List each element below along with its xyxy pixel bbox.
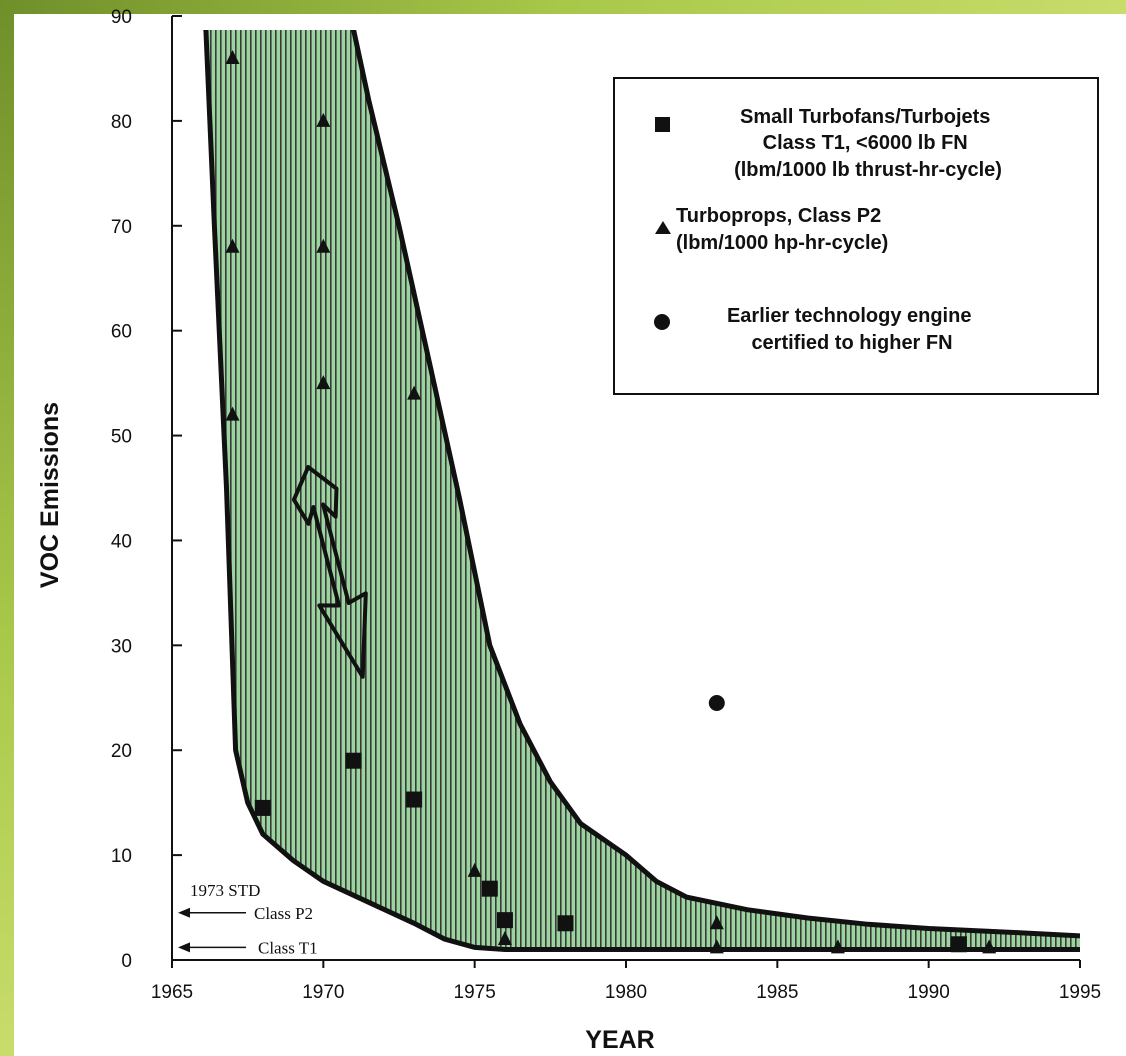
legend-earlier-line2: certified to higher FN — [751, 332, 952, 354]
upper-envelope-line — [351, 30, 1080, 939]
slide-border-top — [0, 0, 1126, 14]
triangle-point — [316, 375, 331, 390]
x-tick-label: 1990 — [908, 982, 950, 1003]
square-point — [496, 912, 513, 929]
triangle-point — [316, 238, 331, 253]
y-tick-label: 30 — [111, 636, 132, 657]
y-tick-label: 50 — [111, 427, 132, 448]
square-point — [406, 791, 423, 808]
legend-entry-turboprops: Turboprops, Class P2 (lbm/1000 hp-hr-cyc… — [676, 205, 888, 254]
triangle-point — [225, 49, 240, 64]
legend-turboprops-line2: (lbm/1000 hp-hr-cycle) — [676, 232, 888, 254]
legend-entry-earlier-technology: Earlier technology engine certified to h… — [727, 305, 977, 354]
triangle-point — [407, 385, 422, 400]
legend-circle-marker — [654, 314, 670, 330]
y-tick-label: 40 — [111, 531, 132, 552]
x-tick-label: 1980 — [605, 982, 647, 1003]
legend-turbofans-line1: Small Turbofans/Turbojets — [740, 106, 990, 128]
triangle-point — [830, 939, 845, 954]
legend-earlier-line1: Earlier technology engine — [727, 305, 972, 327]
std-label-class-t1: Class T1 — [258, 938, 318, 957]
y-tick-label: 70 — [111, 217, 132, 238]
triangle-point — [497, 931, 512, 946]
triangle-point — [982, 939, 997, 954]
square-point — [950, 936, 967, 953]
square-point — [254, 799, 271, 816]
y-axis-title: VOC Emissions — [36, 402, 64, 588]
lower-envelope-line — [203, 30, 1080, 952]
triangle-point — [467, 862, 482, 877]
trend-arrow — [291, 465, 368, 679]
x-tick-label: 1970 — [302, 982, 344, 1003]
slide-border-left — [0, 0, 14, 1056]
triangle-point — [225, 406, 240, 421]
triangle-point — [709, 939, 724, 954]
legend: Small Turbofans/Turbojets Class T1, <600… — [613, 77, 1099, 395]
envelope-band — [203, 30, 1080, 952]
std-label-1973: 1973 STD — [190, 881, 260, 900]
data-points — [225, 49, 997, 954]
legend-entry-turbofans: Small Turbofans/Turbojets Class T1, <600… — [734, 106, 1002, 181]
std-arrow-head — [178, 907, 190, 918]
square-point — [481, 880, 498, 897]
triangle-point — [709, 915, 724, 930]
x-axis-title: YEAR — [585, 1026, 654, 1054]
std-arrow-head — [178, 942, 190, 953]
band-fill — [205, 30, 1080, 950]
legend-box — [613, 77, 1099, 395]
trend-arrow-shape — [291, 465, 368, 679]
triangle-point — [316, 112, 331, 127]
x-tick-label: 1965 — [151, 982, 193, 1003]
circle-point — [708, 695, 725, 712]
square-point — [345, 752, 362, 769]
y-tick-label: 0 — [121, 951, 132, 972]
y-tick-label: 80 — [111, 112, 132, 133]
legend-turbofans-line3: (lbm/1000 lb thrust-hr-cycle) — [734, 159, 1002, 181]
y-tick-label: 60 — [111, 322, 132, 343]
triangle-point — [225, 238, 240, 253]
axes: 0 10 20 30 40 50 60 70 80 90 1965 1970 1975 1980 1985 1… — [111, 7, 1101, 1003]
legend-turbofans-line2: Class T1, <6000 lb FN — [763, 132, 968, 154]
x-tick-label: 1995 — [1059, 982, 1101, 1003]
legend-square-marker — [655, 117, 670, 132]
y-tick-label: 10 — [111, 846, 132, 867]
y-tick-label: 20 — [111, 741, 132, 762]
standard-references: 1973 STD Class P2 Class T1 — [178, 881, 318, 957]
legend-triangle-marker — [655, 221, 671, 234]
std-label-class-p2: Class P2 — [254, 904, 313, 923]
x-tick-label: 1975 — [454, 982, 496, 1003]
square-point — [557, 915, 574, 932]
legend-turboprops-line1: Turboprops, Class P2 — [676, 205, 881, 227]
y-tick-label: 90 — [111, 7, 132, 28]
x-tick-label: 1985 — [756, 982, 798, 1003]
